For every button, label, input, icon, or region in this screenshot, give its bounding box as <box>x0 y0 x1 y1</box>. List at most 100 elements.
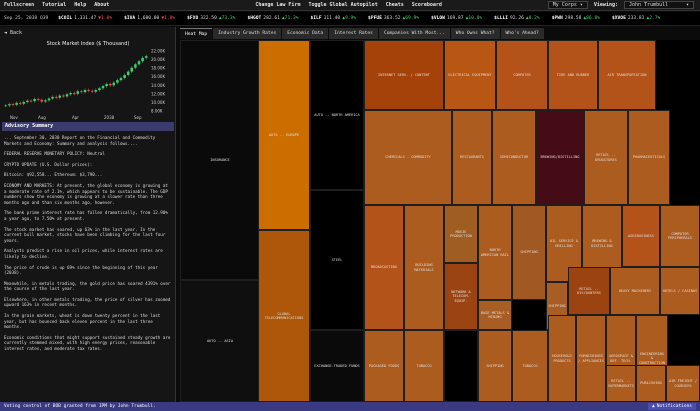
tab-interest-rates[interactable]: Interest Rates <box>329 28 378 39</box>
sector-cell[interactable]: RETAIL -- DRUGSTORES <box>584 110 628 205</box>
sector-cell[interactable]: SEMICONDUCTOR <box>492 110 536 205</box>
sector-cell[interactable]: PHARMACEUTICALS <box>628 110 670 205</box>
menu-fullscreen[interactable]: Fullscreen <box>4 2 35 8</box>
tab-companies-with-most[interactable]: Companies With Most... <box>378 28 450 39</box>
ticker-item: $PFUE 363.52 ▲69.9% <box>362 16 425 21</box>
advisory-paragraph: Economic conditions that might support s… <box>4 334 171 352</box>
sector-cell[interactable]: RETAIL -- SUPERMARKETS <box>606 365 636 402</box>
ticker-symbol: $HGOT <box>247 16 262 21</box>
advisory-paragraph: ... September 30, 2038 Report on the Fin… <box>4 135 156 146</box>
ticker-item: $FXO 322.50 ▲73.3% <box>181 16 241 21</box>
notifications-label: Notifications <box>656 404 692 409</box>
sector-cell[interactable]: HOTELS / CASINOS <box>660 267 700 315</box>
ticker-price: 363.52 <box>383 16 401 21</box>
tab-economic-data[interactable]: Economic Data <box>282 28 329 39</box>
sector-cell[interactable]: INTERNET SERV. / CONTENT <box>364 40 444 110</box>
status-bar: Voting control of BOB granted from IPM b… <box>0 402 700 411</box>
candle <box>90 90 94 92</box>
tab-who-s-ahead[interactable]: Who's Ahead? <box>500 28 544 39</box>
my-corps-dropdown[interactable]: My Corps ▾ <box>547 1 588 9</box>
sector-cell[interactable]: SHIPPING <box>512 205 546 300</box>
ticker-change: ▲2.7% <box>646 16 661 21</box>
viewing-value: John Trumbull <box>629 2 669 8</box>
candle <box>87 90 90 91</box>
sector-cell[interactable]: COMPUTER <box>496 40 548 110</box>
y-tick-label: 12.00K <box>151 91 165 96</box>
candle <box>137 61 141 65</box>
viewing-select[interactable]: John Trumbull ▾ <box>624 1 694 9</box>
candle <box>22 102 26 104</box>
candle <box>80 91 83 93</box>
advisory-paragraph: Elsewhere, in other metals trading, the … <box>4 296 171 308</box>
y-tick-label: 18.00K <box>151 66 165 71</box>
my-corps-label: My Corps <box>552 2 577 8</box>
menu-toggle-autopilot[interactable]: Toggle Global Autopilot <box>308 2 378 8</box>
menu-scoreboard[interactable]: Scoreboard <box>411 2 442 8</box>
sector-cell[interactable]: STEEL <box>310 190 364 330</box>
advisory-paragraph: CRYPTO UPDATE (U.S. Dollar prices): <box>4 161 93 167</box>
menu-change-law-firm[interactable]: Change Law Firm <box>255 2 301 8</box>
candle <box>101 86 105 89</box>
sector-cell[interactable]: BROADCASTING <box>364 205 404 330</box>
ticker-symbol: $XVOE <box>612 16 626 21</box>
menu-about[interactable]: About <box>94 2 110 8</box>
sector-cell[interactable]: ELECTRICAL EQUIPMENT <box>444 40 496 110</box>
sector-cell[interactable]: AUTO -- NORTH AMERICA <box>310 40 364 190</box>
tab-industry-growth-rates[interactable]: Industry Growth Rates <box>213 28 282 39</box>
sector-cell[interactable]: COMPUTER PERIPHERALS <box>660 205 700 267</box>
back-button[interactable]: ◄ Back <box>4 30 23 36</box>
sector-cell[interactable]: AUTO -- ASIA <box>180 280 260 402</box>
ticker-change: ▲10.8% <box>465 16 483 21</box>
sector-cell[interactable]: TIRE AND RUBBER <box>548 40 598 110</box>
sector-cell[interactable]: NETWORK & TELECOM. EQUIP. <box>444 263 478 330</box>
sector-heat-map: Hover over a sector to see details HOLDI… <box>180 40 700 402</box>
sector-cell[interactable]: EXCHANGE-TRADED FUNDS <box>310 330 364 402</box>
menu-help[interactable]: Help <box>74 2 87 8</box>
sector-cell[interactable]: RESTAURANTS <box>452 110 492 205</box>
tab-who-owns-what[interactable]: Who Owns What? <box>450 28 500 39</box>
sector-cell[interactable]: AIR TRANSPORTATION <box>598 40 656 110</box>
bell-icon: ▲ <box>652 404 655 409</box>
sector-cell[interactable]: AIR FREIGHT / COURIERS <box>666 365 700 402</box>
tab-heat-map[interactable]: Heat Map <box>180 28 213 39</box>
sector-cell[interactable]: GLOBAL TELECOMMUNICATIONS <box>258 230 310 402</box>
sector-cell[interactable]: TOBACCO <box>512 330 548 402</box>
menu-bar: Fullscreen Tutorial Help About Change La… <box>0 0 700 11</box>
advisory-paragraph: Analysts predict a rise in oil prices, w… <box>4 248 163 259</box>
menu-left: Fullscreen Tutorial Help About <box>0 2 109 8</box>
menu-cheats[interactable]: Cheats <box>385 2 404 8</box>
sector-cell[interactable]: AUTO -- EUROPE <box>258 40 310 230</box>
sector-cell[interactable]: INSURANCE <box>180 40 260 280</box>
sector-cell[interactable]: BASE METALS & MINING <box>478 300 512 330</box>
y-tick-label: 22.00K <box>151 49 165 54</box>
advisory-paragraph: The price of crude is up 69% since the b… <box>4 264 158 276</box>
ticker-item: $HGOT 282.61 ▲71.3% <box>241 16 304 21</box>
sector-cell[interactable]: RETAIL -- DISCOUNTERS <box>568 267 610 315</box>
candle <box>94 90 98 92</box>
menu-tutorial[interactable]: Tutorial <box>42 2 67 8</box>
sector-cell[interactable]: MOVIE PRODUCTION <box>444 205 478 263</box>
candle <box>8 104 11 106</box>
sector-cell[interactable]: FURNISHINGS / APPLIANCES <box>576 315 606 402</box>
sector-cell[interactable]: AGRIBUSINESS <box>622 205 660 267</box>
ticker-change: ▼1.0% <box>98 16 113 21</box>
ticker-price: 92.26 <box>510 16 524 21</box>
ticker-price: 111.40 <box>323 16 341 21</box>
sector-cell[interactable]: PACKAGED FOODS <box>364 330 404 402</box>
sector-cell[interactable]: TOBACCO <box>404 330 444 402</box>
candle <box>69 93 72 95</box>
candle <box>83 90 87 93</box>
y-tick-label: 8.00K <box>151 109 163 114</box>
sector-cell[interactable]: HOUSEHOLD PRODUCTS <box>548 315 576 402</box>
sector-cell[interactable]: PUBLISHING <box>636 365 666 402</box>
notifications-button[interactable]: ▲ Notifications <box>648 403 696 410</box>
sector-cell[interactable]: SHIPPING <box>478 330 512 402</box>
sector-cell[interactable]: HEAVY MACHINERY <box>610 267 660 315</box>
sector-cell[interactable]: CHEMICALS - COMMODITY <box>364 110 452 205</box>
sector-cell[interactable]: BUILDING MATERIALS <box>404 205 444 330</box>
sector-cell[interactable] <box>444 330 478 402</box>
sector-cell[interactable]: NORTH AMERICAN RAIL <box>478 205 512 300</box>
sector-cell[interactable]: BREWING/DISTILLING <box>536 110 584 205</box>
advisory-paragraph: FEDERAL RESERVE MONETARY POLICY: Neutral <box>4 151 105 157</box>
